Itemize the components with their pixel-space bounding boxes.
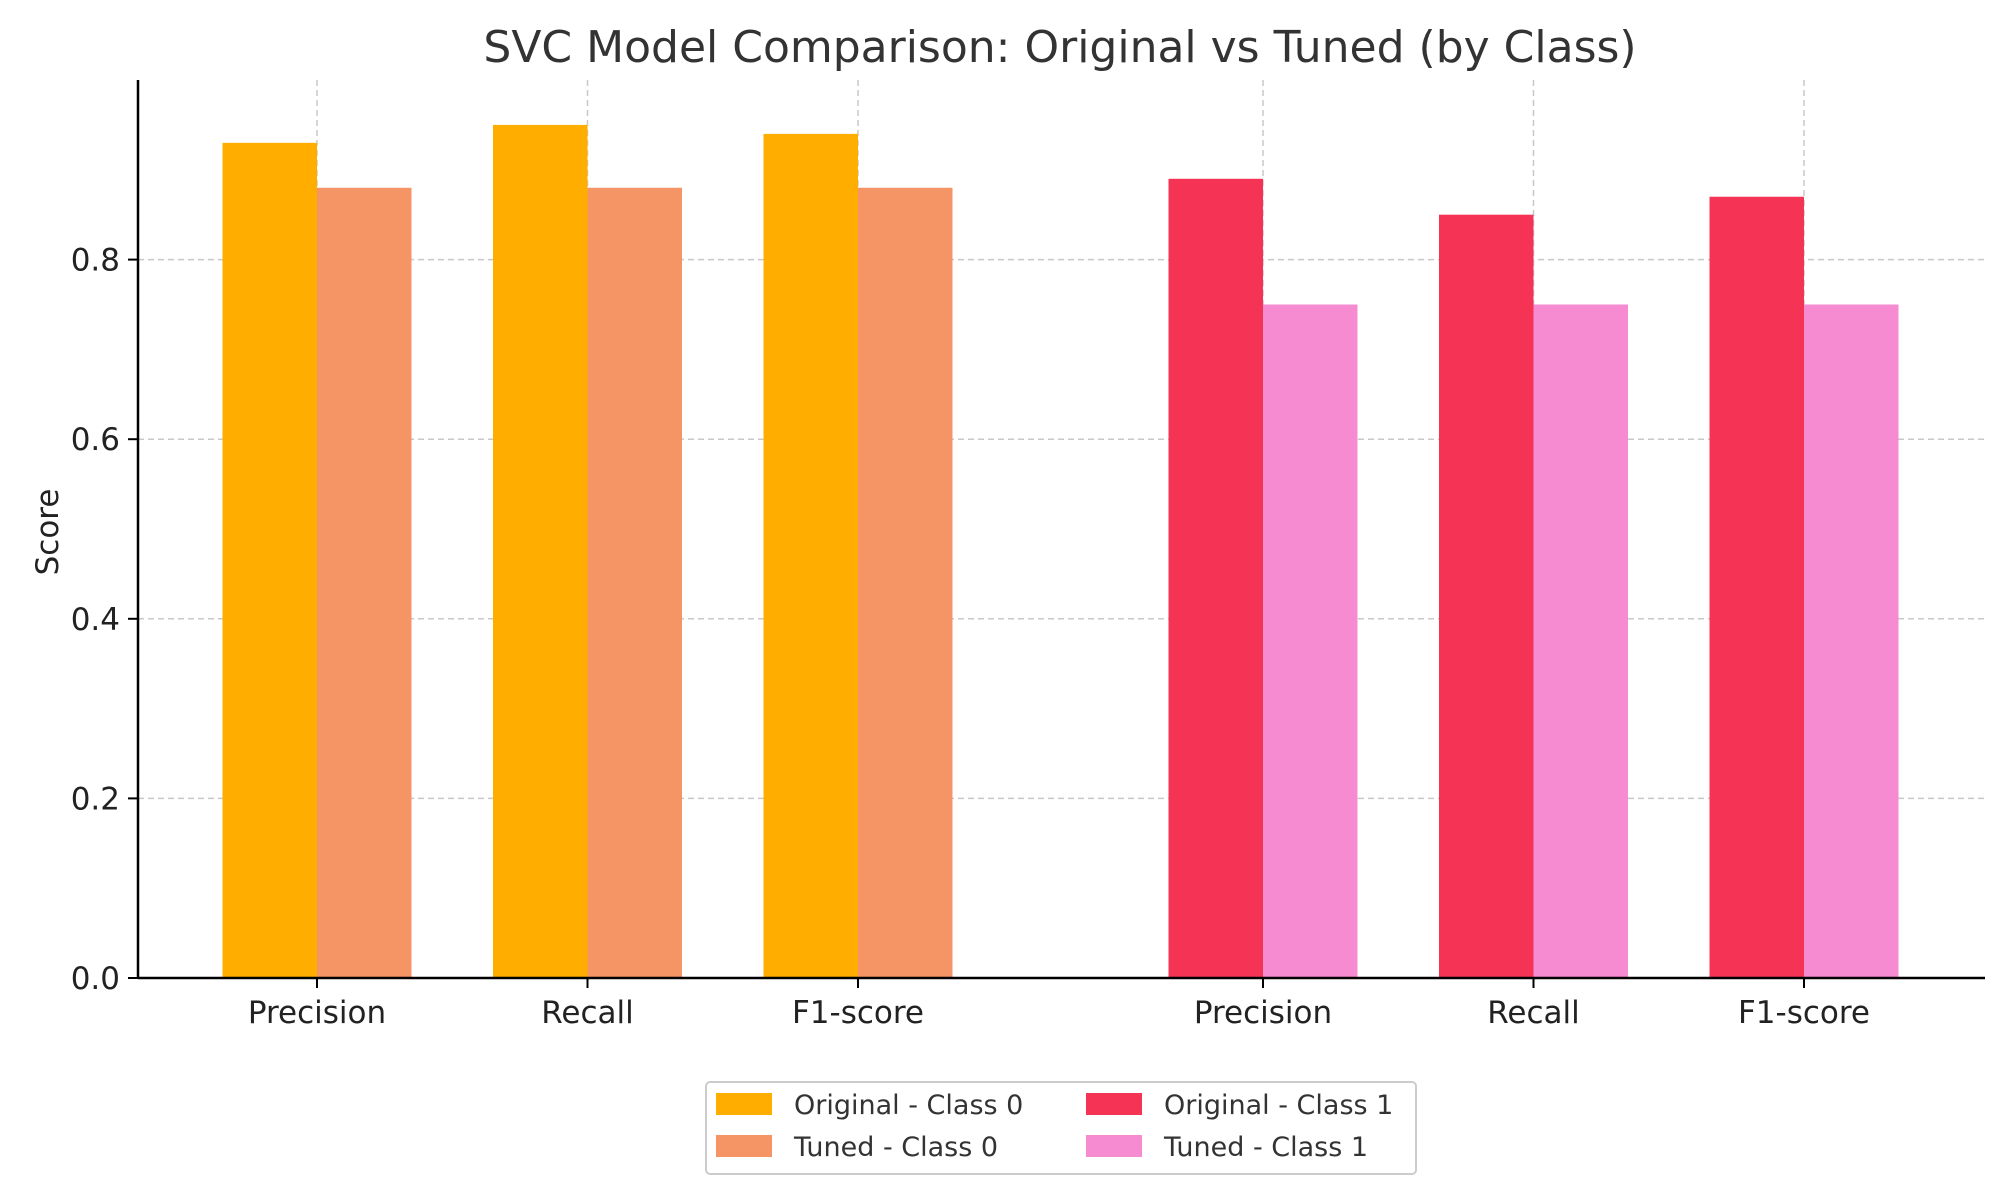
x-tick-label: F1-score [1738, 995, 1870, 1031]
x-tick-label: Precision [1194, 995, 1332, 1031]
bar-original-class-0-precision [222, 142, 317, 979]
y-tick-label: 0.6 [71, 422, 120, 458]
bar-original-class-0-f1-score [763, 133, 858, 978]
bar-tuned-class-1-recall [1533, 304, 1628, 978]
bar-original-class-0-recall [493, 124, 588, 978]
legend-swatch [1086, 1093, 1142, 1115]
legend-label: Tuned - Class 1 [1163, 1132, 1368, 1163]
y-tick-label: 0.0 [71, 961, 120, 997]
legend-swatch [1086, 1135, 1142, 1157]
x-tick-label: Recall [1487, 995, 1580, 1031]
bar-tuned-class-0-recall [587, 187, 682, 978]
bar-original-class-1-precision [1168, 178, 1263, 978]
bar-original-class-1-recall [1439, 214, 1534, 978]
y-tick-label: 0.8 [71, 243, 120, 279]
legend-label: Original - Class 0 [794, 1090, 1023, 1121]
bar-tuned-class-1-f1-score [1804, 304, 1899, 978]
bar-original-class-1-f1-score [1709, 196, 1804, 979]
legend: Original - Class 0 Tuned - Class 0 Origina… [705, 1081, 1417, 1175]
y-axis-label: Score [30, 489, 66, 576]
legend-frame [705, 1081, 1417, 1175]
x-tick-label: Precision [248, 995, 386, 1031]
legend-label: Tuned - Class 0 [793, 1132, 998, 1163]
y-tick-label: 0.2 [71, 781, 120, 817]
legend-swatch [716, 1135, 772, 1157]
bars [222, 124, 1899, 979]
grid-lines [138, 80, 1985, 978]
x-tick-label: F1-score [792, 995, 924, 1031]
x-tick-label: Recall [541, 995, 634, 1031]
bar-tuned-class-0-precision [317, 187, 412, 978]
axes [136, 80, 1985, 980]
bar-tuned-class-0-f1-score [858, 187, 953, 978]
legend-label: Original - Class 1 [1164, 1090, 1393, 1121]
legend-swatch [716, 1093, 772, 1115]
ticks: 0.0 0.2 0.4 0.6 0.8 Precision Recall F1-score Pr… [71, 243, 1870, 1031]
chart-title: SVC Model Comparison: Original vs Tuned … [483, 22, 1636, 73]
bar-tuned-class-1-precision [1263, 304, 1358, 978]
y-tick-label: 0.4 [71, 602, 120, 638]
